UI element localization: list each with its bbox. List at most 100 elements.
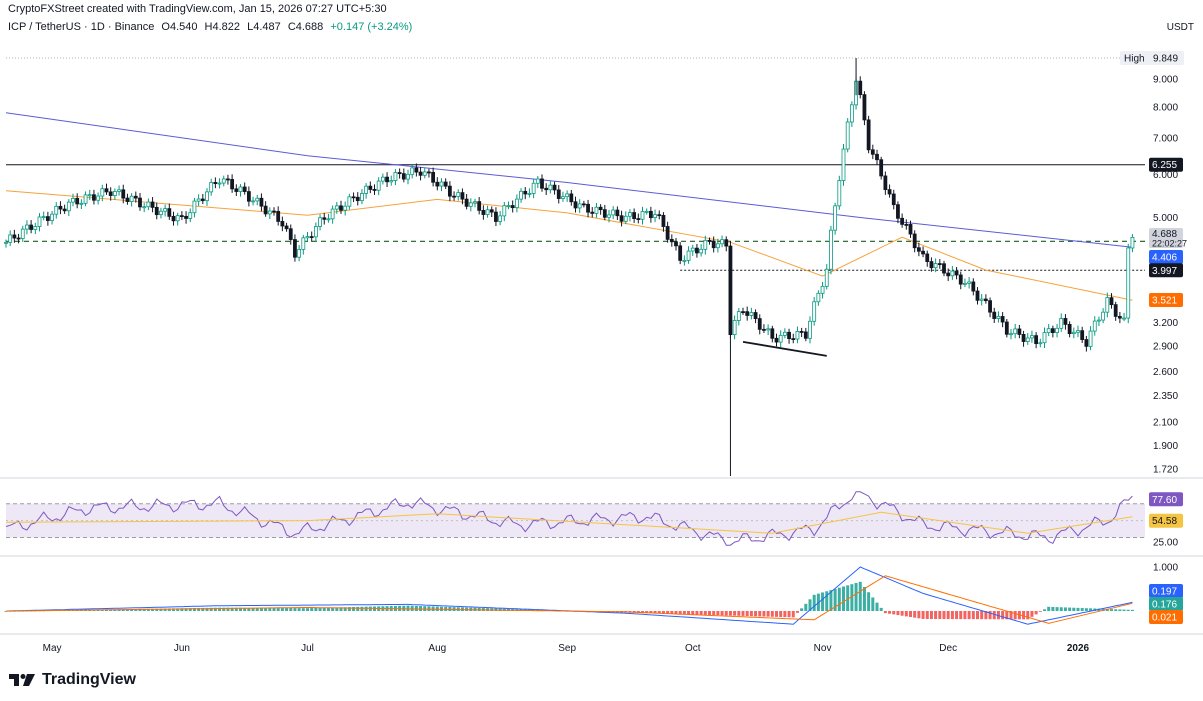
macd-histogram-bar xyxy=(708,611,711,615)
candle-body xyxy=(401,173,406,180)
candle-body xyxy=(251,200,255,203)
candle-body xyxy=(154,206,159,216)
macd-histogram-bar xyxy=(1026,611,1030,620)
macd-histogram-bar xyxy=(950,611,954,620)
price-axis-tick: 7.000 xyxy=(1153,134,1178,145)
macd-histogram-bar xyxy=(1080,608,1084,611)
macd-histogram-bar xyxy=(314,607,318,611)
macd-histogram-bar xyxy=(285,608,289,611)
x-axis-label: Jul xyxy=(301,643,314,654)
candle-body xyxy=(787,331,791,340)
candle-body xyxy=(464,198,469,207)
macd-histogram-bar xyxy=(306,608,309,611)
candle-body xyxy=(66,201,71,212)
macd-histogram-bar xyxy=(192,608,196,611)
candle-body xyxy=(318,217,322,227)
macd-histogram-bar xyxy=(1038,611,1042,612)
candle-body xyxy=(133,195,138,199)
price-axis-tick: 2.900 xyxy=(1153,341,1178,352)
macd-histogram-bar xyxy=(322,607,326,611)
tradingview-logo-icon xyxy=(9,674,35,686)
countdown-tag: 22:02:27 xyxy=(1152,239,1187,249)
macd-histogram-bar xyxy=(1076,607,1080,611)
macd-histogram-bar xyxy=(850,584,854,611)
candle-body xyxy=(514,198,519,209)
macd-histogram-bar xyxy=(909,611,912,618)
macd-histogram-bar xyxy=(331,607,335,611)
candle-body xyxy=(644,210,649,213)
symbol-name[interactable]: ICP / TetherUS · 1D · Binance xyxy=(8,21,155,33)
candle-body xyxy=(112,191,117,196)
candle-body xyxy=(741,311,745,314)
macd-histogram-bar xyxy=(837,587,841,611)
candle-body xyxy=(418,171,423,176)
candle-body xyxy=(594,206,599,214)
macd-histogram-bar xyxy=(988,611,992,620)
candle-body xyxy=(791,338,796,341)
macd-histogram-bar xyxy=(800,608,804,611)
macd-histogram-bar xyxy=(699,611,703,615)
macd-histogram-bar xyxy=(645,611,649,614)
candle-body xyxy=(125,197,130,202)
candle-body xyxy=(468,202,473,207)
candle-body xyxy=(925,253,930,262)
macd-histogram-bar xyxy=(406,605,410,611)
candle-body xyxy=(96,195,101,201)
macd-histogram-bar xyxy=(925,611,929,619)
macd-histogram-bar xyxy=(188,608,192,611)
candle-body xyxy=(1084,339,1089,347)
macd-histogram-bar xyxy=(779,611,783,617)
macd-histogram-bar xyxy=(674,611,678,615)
candle-body xyxy=(427,171,431,174)
candle-body xyxy=(1126,247,1131,319)
candle-body xyxy=(531,182,536,194)
candle-body xyxy=(45,216,50,221)
macd-histogram-bar xyxy=(791,611,795,618)
candle-body xyxy=(284,225,289,230)
candle-body xyxy=(485,209,490,215)
macd-histogram-bar xyxy=(691,611,695,615)
macd-signal-tag-bg xyxy=(1149,597,1183,611)
candle-body xyxy=(695,247,699,254)
candle-body xyxy=(640,211,645,220)
macd-histogram-bar xyxy=(364,606,368,611)
currency-label[interactable]: USDT xyxy=(1166,22,1194,33)
tradingview-logo[interactable]: TradingView xyxy=(8,671,136,689)
rsi-value-tag: 77.60 xyxy=(1152,495,1177,506)
macd-signal-tag: 0.176 xyxy=(1152,600,1177,611)
macd-histogram-bar xyxy=(326,607,330,611)
candle-body xyxy=(875,153,879,161)
candle-body xyxy=(711,240,716,249)
macd-histogram-bar xyxy=(180,608,184,611)
macd-histogram-bar xyxy=(339,607,343,611)
candle-body xyxy=(778,334,783,343)
candle-body xyxy=(1046,328,1051,333)
macd-histogram-bar xyxy=(335,607,339,611)
candle-body xyxy=(502,205,507,217)
candle-body xyxy=(255,197,260,202)
candle-body xyxy=(360,193,364,202)
candle-body xyxy=(1080,330,1085,340)
macd-histogram-bar xyxy=(414,605,418,611)
candle-body xyxy=(456,192,461,197)
candle-body xyxy=(368,185,373,190)
macd-histogram-bar xyxy=(879,607,883,611)
price-axis-tick: 2.600 xyxy=(1153,367,1178,378)
candle-body xyxy=(632,212,637,219)
candle-body xyxy=(1025,337,1030,342)
candle-body xyxy=(272,210,276,213)
candle-body xyxy=(150,201,155,208)
candle-body xyxy=(246,191,251,202)
candle-body xyxy=(619,215,624,222)
candle-body xyxy=(628,212,632,217)
macd-value-tag: 0.197 xyxy=(1152,587,1177,598)
candle-body xyxy=(686,250,691,261)
candle-body xyxy=(774,337,779,343)
candle-body xyxy=(891,193,896,206)
candle-body xyxy=(1017,328,1022,335)
candle-body xyxy=(699,248,704,254)
candle-body xyxy=(167,208,172,217)
candle-body xyxy=(816,292,821,303)
candle-body xyxy=(586,203,590,213)
